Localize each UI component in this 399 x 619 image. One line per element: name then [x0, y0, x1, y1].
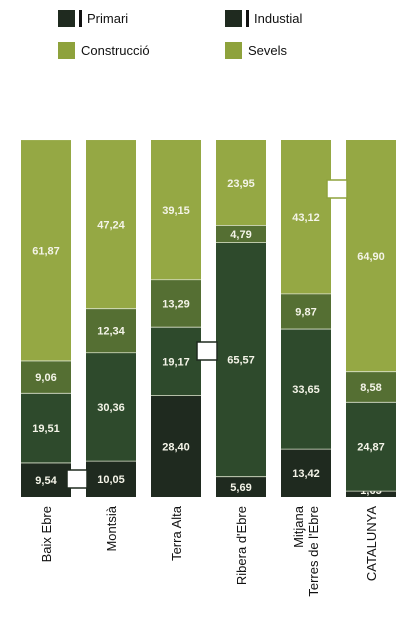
- data-label: 39,15: [162, 205, 190, 217]
- data-label: 43,12: [292, 212, 320, 224]
- category-label-text: Terra Alta: [169, 505, 184, 561]
- category-label-line: Mitjana: [291, 505, 306, 548]
- bar-stack-terra-alta: 28,40 19,17 13,29 39,15: [151, 140, 201, 497]
- bar-stack-baix-ebre: 9,54 19,51 9,06 61,87: [21, 140, 71, 497]
- data-label: 47,24: [97, 219, 125, 231]
- bar-segment: [281, 140, 331, 294]
- category-labels: Baix Ebre Montsià Terra Alta Ribera d'Ebre M…: [39, 505, 379, 596]
- connector-marker: [326, 179, 348, 199]
- bar-stack-mitjana: 13,42 33,65 9,87 43,12: [281, 140, 331, 497]
- data-label: 24,87: [357, 442, 385, 454]
- bar-segment: [86, 461, 136, 497]
- legend-swatch: [225, 42, 242, 59]
- category-label-text: Ribera d'Ebre: [234, 506, 249, 585]
- data-label: 4,79: [230, 229, 251, 241]
- category-label-montsi: Montsià: [104, 505, 119, 551]
- data-label: 9,54: [35, 475, 57, 487]
- data-label: 61,87: [32, 246, 60, 258]
- category-label-line: Terres de l'Ebre: [306, 506, 321, 597]
- legend-label: Sevels: [248, 43, 288, 58]
- legend: Primari Industial Construcció Sevels: [58, 10, 303, 59]
- category-label-text: CATALUNYA: [364, 506, 379, 581]
- data-label: 13,29: [162, 298, 190, 310]
- connector-marker: [66, 469, 88, 489]
- bar-segment: [346, 140, 396, 372]
- bar-segment: [281, 293, 331, 330]
- data-label: 12,34: [97, 326, 125, 338]
- category-label-terra-alta: Terra Alta: [169, 505, 184, 561]
- bar-segment: [216, 242, 266, 477]
- bar-stack-ribera-d-ebre: 5,69 65,57 4,79 23,95: [216, 140, 266, 497]
- bar-segment: [346, 491, 396, 497]
- category-label-ribera-d-ebre: Ribera d'Ebre: [234, 506, 249, 585]
- legend-swatch: [225, 10, 242, 27]
- bar-segment: [86, 352, 136, 462]
- data-label: 19,51: [32, 423, 60, 435]
- bars: 9,54 19,51 9,06 61,87 10,05 30,36 12,34 47,24 28…: [21, 140, 396, 497]
- data-label: 13,42: [292, 468, 320, 480]
- bar-segment: [21, 393, 71, 463]
- data-label: 9,06: [35, 372, 56, 384]
- bar-segment: [151, 327, 201, 396]
- connector-marker: [196, 341, 218, 361]
- category-label-baix-ebre: Baix Ebre: [39, 506, 54, 562]
- data-label: 65,57: [227, 355, 255, 367]
- category-label-text: Baix Ebre: [39, 506, 54, 562]
- data-label: 28,40: [162, 441, 190, 453]
- bar-segment: [216, 140, 266, 226]
- data-label: 9,87: [295, 306, 316, 318]
- data-label: 33,65: [292, 384, 320, 396]
- data-label: 8,58: [360, 382, 381, 394]
- legend-label: Primari: [87, 11, 128, 26]
- legend-item-sevels: Sevels: [225, 42, 288, 59]
- legend-swatch: [58, 10, 75, 27]
- legend-item-industial: Industial: [225, 10, 303, 27]
- bar-segment: [21, 360, 71, 394]
- bar-segment: [151, 395, 201, 497]
- legend-item-construcci: Construcció: [58, 42, 150, 59]
- bar-segment: [86, 308, 136, 353]
- bar-segment: [151, 279, 201, 328]
- bar-segment: [281, 449, 331, 497]
- bar-segment: [151, 140, 201, 280]
- data-label: 30,36: [97, 402, 125, 414]
- category-label-text: Montsià: [104, 505, 119, 551]
- bar-stack-montsi: 10,05 30,36 12,34 47,24: [86, 140, 136, 497]
- bar-segment: [346, 402, 396, 492]
- bar-segment: [216, 476, 266, 497]
- data-label: 23,95: [227, 178, 255, 190]
- legend-swatch: [58, 42, 75, 59]
- bar-segment: [346, 371, 396, 403]
- legend-item-primari: Primari: [58, 10, 128, 27]
- data-label: 10,05: [97, 474, 125, 486]
- legend-label: Construcció: [81, 43, 150, 58]
- data-label: 19,17: [162, 356, 190, 368]
- bar-segment: [21, 462, 71, 497]
- bar-segment: [216, 225, 266, 243]
- legend-label: Industial: [254, 11, 303, 26]
- category-label-catalunya: CATALUNYA: [364, 506, 379, 581]
- legend-bar-marker: [246, 10, 249, 27]
- data-label: 64,90: [357, 251, 385, 263]
- data-label: 5,69: [230, 482, 251, 494]
- bar-segment: [86, 140, 136, 309]
- bar-segment: [21, 140, 71, 361]
- legend-bar-marker: [79, 10, 82, 27]
- category-label-mitjana: Mitjana Terres de l'Ebre: [291, 505, 321, 596]
- bar-segment: [281, 329, 331, 450]
